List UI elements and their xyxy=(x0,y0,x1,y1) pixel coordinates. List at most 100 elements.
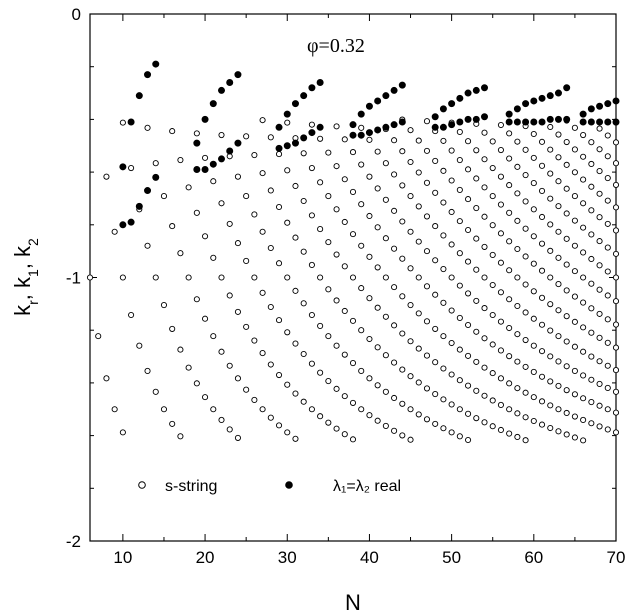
open-point xyxy=(374,264,381,271)
filled-point xyxy=(275,144,283,152)
open-point xyxy=(473,204,480,212)
open-point xyxy=(193,380,200,387)
open-point xyxy=(596,402,603,409)
y-tick-label: -1 xyxy=(66,269,81,288)
open-point xyxy=(341,307,348,315)
filled-point xyxy=(604,100,612,108)
filled-point xyxy=(472,86,480,94)
open-point xyxy=(275,260,283,267)
open-point xyxy=(382,388,389,395)
open-point xyxy=(119,119,126,126)
open-point xyxy=(489,138,496,145)
open-point xyxy=(333,123,340,130)
open-point xyxy=(423,318,431,325)
filled-point xyxy=(464,89,472,97)
x-tick-label: 60 xyxy=(524,548,543,567)
filled-point xyxy=(283,142,291,150)
open-point xyxy=(415,411,422,418)
open-point xyxy=(580,153,587,160)
filled-point xyxy=(546,115,554,123)
open-point xyxy=(341,351,348,358)
open-point xyxy=(506,182,513,189)
open-point xyxy=(530,342,537,349)
open-point xyxy=(415,203,422,210)
x-tick-label: 10 xyxy=(113,548,132,567)
open-point xyxy=(226,292,233,299)
open-point xyxy=(481,243,488,250)
open-point xyxy=(300,300,307,307)
open-point xyxy=(243,323,250,330)
open-point xyxy=(440,199,447,206)
open-point xyxy=(571,268,578,275)
open-point xyxy=(604,406,611,413)
open-point xyxy=(555,382,562,389)
open-point xyxy=(571,193,578,200)
open-point xyxy=(259,228,266,235)
filled-point xyxy=(127,218,135,226)
filled-point xyxy=(234,71,242,79)
open-point xyxy=(349,188,357,195)
open-point xyxy=(210,406,217,413)
open-point xyxy=(382,274,389,281)
open-point xyxy=(547,146,554,153)
open-point xyxy=(563,313,570,320)
open-point xyxy=(399,182,406,189)
open-point xyxy=(284,119,291,126)
open-point xyxy=(580,274,587,281)
open-point xyxy=(432,420,439,427)
filled-point xyxy=(431,113,439,121)
open-point xyxy=(596,146,603,153)
open-point xyxy=(497,401,504,409)
open-point xyxy=(440,333,447,340)
filled-point xyxy=(579,110,587,118)
open-point xyxy=(210,254,217,261)
open-point xyxy=(588,280,595,287)
open-point xyxy=(588,329,595,336)
filled-point xyxy=(300,134,308,142)
open-point xyxy=(612,274,620,281)
open-point xyxy=(481,419,488,426)
open-point xyxy=(391,322,398,329)
y-axis-title-base-2: k xyxy=(10,276,35,288)
open-point xyxy=(489,222,496,229)
open-point xyxy=(481,156,488,163)
open-point xyxy=(333,425,340,432)
open-point xyxy=(612,409,620,416)
filled-point xyxy=(456,94,464,102)
open-point xyxy=(374,304,381,311)
open-point xyxy=(522,198,529,205)
open-point xyxy=(308,311,315,319)
open-point xyxy=(538,294,546,301)
open-point xyxy=(489,281,496,289)
open-point xyxy=(489,423,496,430)
open-point xyxy=(538,267,546,274)
open-point xyxy=(456,156,463,164)
filled-point xyxy=(374,126,382,134)
filled-point xyxy=(193,165,201,173)
filled-point xyxy=(308,84,316,92)
open-point xyxy=(226,220,233,227)
open-point xyxy=(169,223,176,230)
filled-point xyxy=(505,110,513,118)
open-point xyxy=(612,250,620,257)
y-tick-label: 0 xyxy=(72,5,81,24)
open-point xyxy=(407,158,414,166)
open-point xyxy=(193,296,200,303)
open-point xyxy=(95,333,102,340)
open-point xyxy=(547,402,554,409)
open-point xyxy=(440,137,447,144)
x-tick-label: 40 xyxy=(360,548,379,567)
open-point xyxy=(349,436,357,443)
open-point xyxy=(563,387,570,394)
open-point xyxy=(489,370,496,377)
x-tick-label: 30 xyxy=(278,548,297,567)
open-point xyxy=(448,241,455,248)
filled-point xyxy=(398,118,406,126)
open-point xyxy=(506,380,513,387)
open-point xyxy=(497,121,504,129)
open-point xyxy=(456,377,463,384)
open-point xyxy=(440,232,447,239)
filled-point xyxy=(439,123,447,131)
open-point xyxy=(604,132,611,139)
open-point xyxy=(423,118,431,125)
